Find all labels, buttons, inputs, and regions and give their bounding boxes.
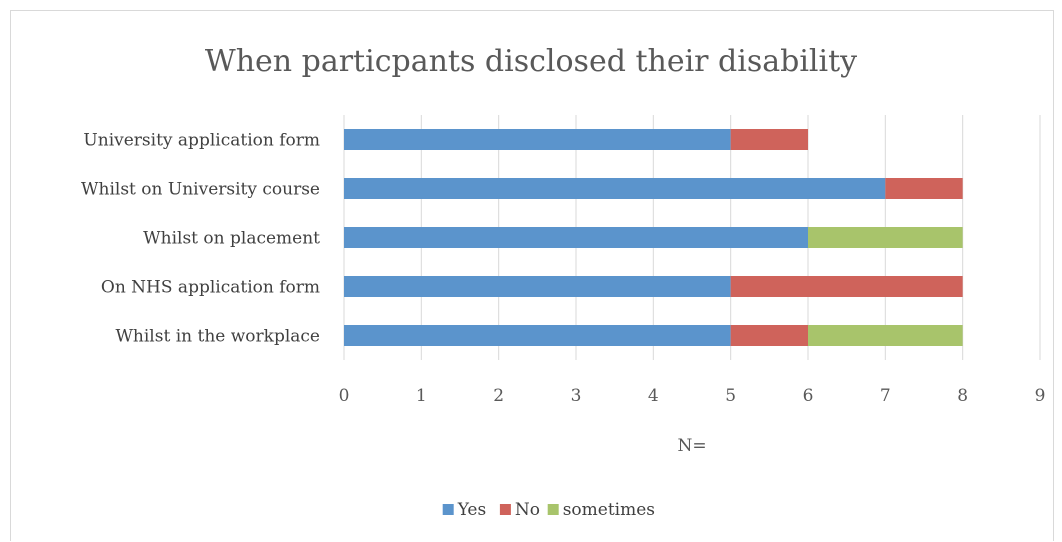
bar-yes-whilst-in-the-workplace	[344, 325, 731, 346]
x-tick-4: 4	[648, 386, 659, 406]
bar-yes-on-nhs-application-form	[344, 276, 731, 297]
category-label-whilst-in-the-workplace: Whilst in the workplace	[115, 327, 320, 347]
x-tick-9: 9	[1035, 386, 1046, 406]
category-label-university-application-form: University application form	[83, 131, 320, 151]
x-tick-2: 2	[493, 386, 504, 406]
x-tick-7: 7	[880, 386, 891, 406]
bar-no-university-application-form	[730, 129, 808, 150]
category-labels: University application form Whilst on Uni…	[81, 131, 320, 347]
legend-label-no: No	[515, 500, 540, 520]
bar-no-on-nhs-application-form	[730, 276, 963, 297]
legend: Yes No sometimes	[442, 500, 655, 520]
legend-item-sometimes: sometimes	[547, 500, 655, 520]
category-label-on-nhs-application-form: On NHS application form	[101, 278, 320, 298]
bar-sometimes-whilst-on-placement	[808, 227, 963, 248]
legend-swatch-yes	[442, 504, 454, 515]
bar-sometimes-whilst-in-the-workplace	[808, 325, 963, 346]
category-label-whilst-on-placement: Whilst on placement	[143, 229, 320, 249]
legend-item-no: No	[499, 500, 540, 520]
x-tick-8: 8	[957, 386, 968, 406]
x-tick-1: 1	[416, 386, 427, 406]
x-axis-title: N=	[677, 436, 706, 456]
chart-title: When particpants disclosed their disabil…	[205, 44, 857, 79]
x-tick-3: 3	[571, 386, 582, 406]
bar-no-whilst-on-university-course	[885, 178, 963, 199]
bar-yes-whilst-on-university-course	[344, 178, 886, 199]
x-tick-6: 6	[803, 386, 814, 406]
x-tick-5: 5	[725, 386, 736, 406]
legend-label-yes: Yes	[457, 500, 487, 520]
bar-no-whilst-in-the-workplace	[730, 325, 808, 346]
legend-swatch-no	[499, 504, 511, 515]
bars	[344, 129, 963, 346]
legend-item-yes: Yes	[442, 500, 487, 520]
bar-yes-university-application-form	[344, 129, 731, 150]
x-tick-0: 0	[339, 386, 350, 406]
bar-yes-whilst-on-placement	[344, 227, 808, 248]
legend-swatch-sometimes	[547, 504, 559, 515]
category-label-whilst-on-university-course: Whilst on University course	[81, 180, 320, 200]
legend-label-sometimes: sometimes	[563, 500, 655, 520]
x-tick-labels: 0 1 2 3 4 5 6 7 8 9	[339, 386, 1046, 406]
